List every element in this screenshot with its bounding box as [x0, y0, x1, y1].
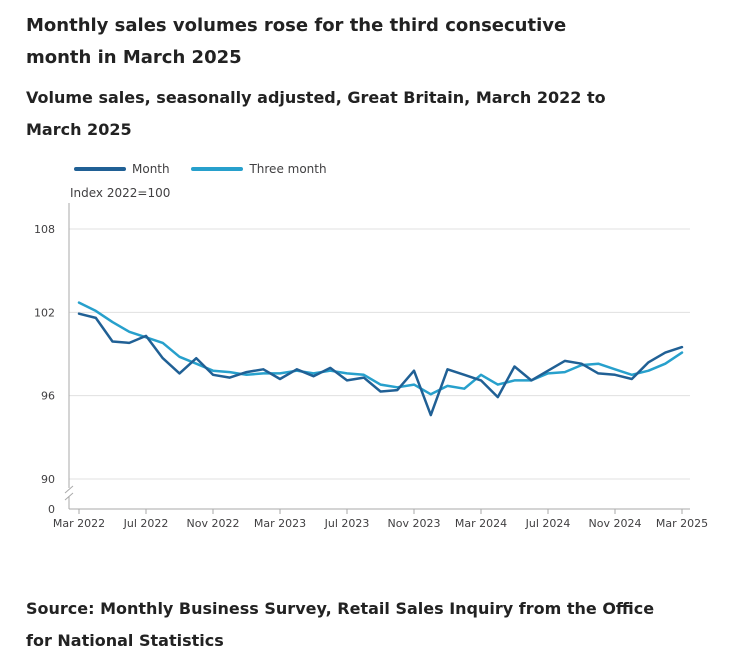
legend-label-month: Month: [132, 162, 170, 176]
y-tick-label-90: 90: [41, 473, 55, 486]
y-tick-label-108: 108: [34, 223, 55, 236]
axis-break-mark-1: [64, 485, 74, 494]
x-tick-label: Mar 2022: [53, 517, 105, 530]
series-line-three-month: [77, 301, 684, 396]
y-axis-label: Index 2022=100: [70, 186, 171, 200]
x-tick-label: Mar 2025: [656, 517, 708, 530]
chart-title: Monthly sales volumes rose for the third…: [26, 15, 567, 68]
x-tick-label: Jul 2023: [324, 517, 370, 530]
y-tick-label-96: 96: [41, 390, 55, 403]
x-tick-label: Mar 2024: [455, 517, 507, 530]
axis-break-mark-2: [64, 492, 74, 501]
axis-break-gap: [63, 488, 75, 496]
legend-swatch-three-month: [191, 167, 244, 171]
chart-legend: Month Three month: [74, 160, 345, 176]
x-tick-label: Nov 2022: [187, 517, 240, 530]
legend-label-three-month: Three month: [249, 162, 327, 176]
y-tick-label-102: 102: [34, 306, 55, 319]
x-tick-label: Mar 2023: [254, 517, 306, 530]
source-note: Source: Monthly Business Survey, Retail …: [26, 599, 655, 650]
legend-swatch-month: [74, 167, 126, 171]
y-tick-label-zero: 0: [48, 503, 55, 516]
x-tick-label: Jul 2022: [123, 517, 169, 530]
legend-item-month: Month: [74, 162, 170, 176]
x-tick-label: Nov 2023: [388, 517, 441, 530]
chart-subtitle: Volume sales, seasonally adjusted, Great…: [26, 88, 606, 139]
x-tick-label: Jul 2024: [525, 517, 571, 530]
series-line-month: [77, 312, 684, 417]
x-tick-label: Nov 2024: [589, 517, 642, 530]
legend-item-three-month: Three month: [191, 162, 327, 176]
